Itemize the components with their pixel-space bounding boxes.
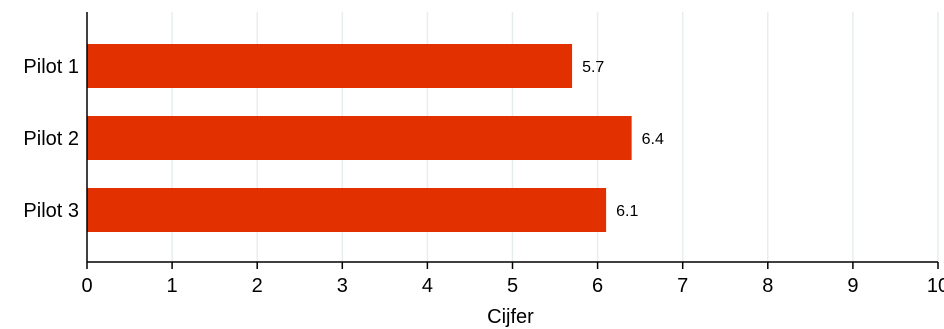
bars <box>87 44 632 232</box>
x-tick-label-1: 1 <box>167 275 178 297</box>
x-tick-label-2: 2 <box>252 275 263 297</box>
x-tick-label-8: 8 <box>762 275 773 297</box>
axes <box>86 12 939 269</box>
data-label-pilot-3: 6.1 <box>616 203 638 220</box>
category-label-pilot-1: Pilot 1 <box>23 56 79 78</box>
bar-pilot-2 <box>87 116 632 160</box>
x-tick-label-4: 4 <box>422 275 433 297</box>
category-label-pilot-3: Pilot 3 <box>23 200 79 222</box>
x-tick-label-9: 9 <box>847 275 858 297</box>
x-tick-label-7: 7 <box>677 275 688 297</box>
category-labels: Pilot 1 Pilot 2 Pilot 3 <box>23 56 79 222</box>
x-axis-title: Cijfer <box>487 306 534 328</box>
x-tick-label-3: 3 <box>337 275 348 297</box>
data-label-pilot-1: 5.7 <box>582 59 604 76</box>
bar-pilot-3 <box>87 188 607 232</box>
x-tick-label-10: 10 <box>927 275 944 297</box>
x-tick-labels: 0 1 2 3 4 5 6 7 8 9 10 <box>81 275 944 297</box>
data-labels: 5.7 6.4 6.1 <box>582 59 664 220</box>
x-tick-label-5: 5 <box>507 275 518 297</box>
bar-pilot-1 <box>87 44 573 88</box>
data-label-pilot-2: 6.4 <box>642 131 664 148</box>
x-tick-label-0: 0 <box>81 275 92 297</box>
category-label-pilot-2: Pilot 2 <box>23 128 79 150</box>
x-tick-label-6: 6 <box>592 275 603 297</box>
